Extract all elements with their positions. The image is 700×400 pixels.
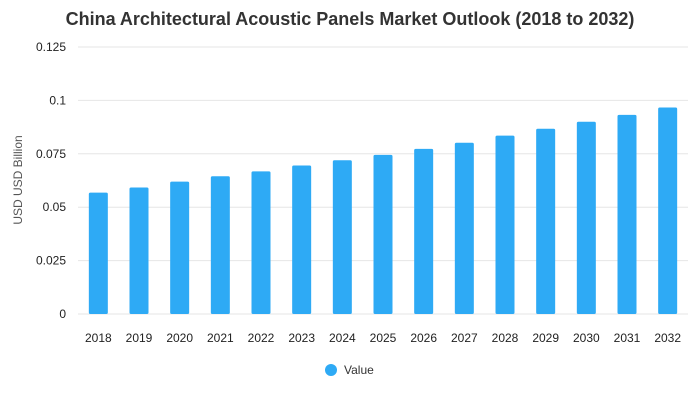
x-tick-label-2028: 2028 xyxy=(492,331,519,345)
x-tick-label-2025: 2025 xyxy=(370,331,397,345)
y-tick-label: 0 xyxy=(59,307,66,321)
y-tick-label: 0.125 xyxy=(36,40,66,54)
x-tick-label-2026: 2026 xyxy=(410,331,437,345)
bar-2030[interactable] xyxy=(576,121,596,314)
y-tick-label: 0.075 xyxy=(36,147,66,161)
bar-2031[interactable] xyxy=(617,114,637,314)
bar-2032[interactable] xyxy=(658,107,678,315)
y-axis-ticks: 0 0.025 0.05 0.075 0.1 0.125 xyxy=(36,40,66,321)
bar-2029[interactable] xyxy=(536,128,556,314)
bar-2019[interactable] xyxy=(129,187,149,314)
y-tick-label: 0.025 xyxy=(36,254,66,268)
bar-2025[interactable] xyxy=(373,154,393,314)
bar-2027[interactable] xyxy=(454,142,474,314)
bar-2018[interactable] xyxy=(88,192,108,314)
y-tick-label: 0.1 xyxy=(49,93,66,107)
x-tick-label-2029: 2029 xyxy=(532,331,559,345)
bar-2026[interactable] xyxy=(414,148,434,314)
x-tick-label-2030: 2030 xyxy=(573,331,600,345)
x-tick-label-2023: 2023 xyxy=(288,331,315,345)
y-axis-label: USD USD Billion xyxy=(11,135,25,224)
legend-label-value[interactable]: Value xyxy=(344,363,374,377)
x-tick-label-2022: 2022 xyxy=(248,331,275,345)
x-tick-label-2024: 2024 xyxy=(329,331,356,345)
bar-2023[interactable] xyxy=(292,165,312,314)
x-axis-ticks: 2018 2019 2020 2021 2022 2023 2024 2025 2026 2027… xyxy=(85,331,681,345)
x-tick-label-2032: 2032 xyxy=(654,331,681,345)
x-tick-label-2018: 2018 xyxy=(85,331,112,345)
x-tick-label-2031: 2031 xyxy=(614,331,641,345)
x-tick-label-2020: 2020 xyxy=(166,331,193,345)
bars xyxy=(88,107,678,315)
x-tick-label-2019: 2019 xyxy=(126,331,153,345)
x-tick-label-2021: 2021 xyxy=(207,331,234,345)
bar-2022[interactable] xyxy=(251,171,271,314)
bar-2024[interactable] xyxy=(332,160,352,314)
legend-marker xyxy=(325,364,337,376)
bar-2020[interactable] xyxy=(170,181,190,314)
y-tick-label: 0.05 xyxy=(43,200,67,214)
chart-title: China Architectural Acoustic Panels Mark… xyxy=(66,9,635,29)
legend[interactable]: Value xyxy=(325,363,374,377)
bar-2028[interactable] xyxy=(495,135,515,314)
bar-2021[interactable] xyxy=(210,176,230,314)
x-tick-label-2027: 2027 xyxy=(451,331,478,345)
